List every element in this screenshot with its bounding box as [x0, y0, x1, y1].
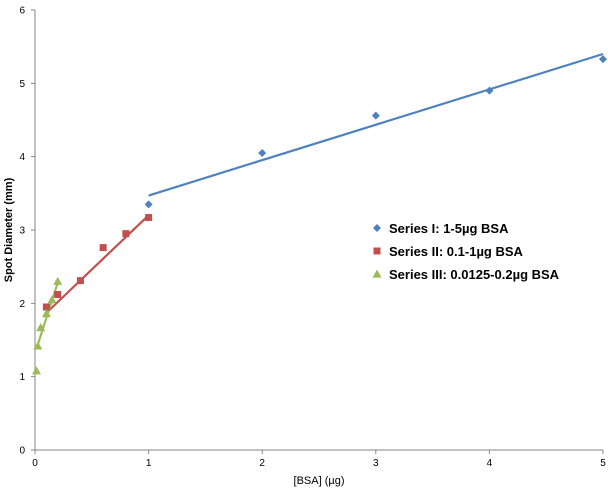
series-3-point: [41, 309, 51, 318]
series-2-point: [122, 230, 130, 238]
series-3-point: [33, 341, 43, 350]
series-1-point: [599, 55, 607, 64]
y-tick-label: 3: [19, 226, 25, 237]
y-tick-label: 2: [19, 299, 25, 310]
series-2-point: [76, 277, 84, 285]
series-2-trendline: [45, 214, 150, 314]
series-1-point: [258, 149, 267, 157]
y-tick-label: 0: [19, 446, 25, 457]
x-tick-label: 2: [259, 458, 265, 469]
y-tick-label: 5: [19, 79, 25, 90]
y-axis-title: Spot Diameter (mm): [3, 177, 15, 282]
series-3-point: [53, 276, 63, 285]
y-tick-label: 6: [19, 6, 25, 17]
x-tick-label: 5: [600, 458, 606, 469]
series-2-point: [42, 303, 50, 311]
x-axis-title: [BSA] (µg): [294, 475, 345, 487]
series-1-point: [371, 111, 380, 120]
legend-marker-series-3: [372, 269, 382, 278]
legend-marker-series-2: [373, 247, 381, 255]
x-tick-label: 0: [32, 458, 38, 469]
series-2-point: [54, 291, 62, 299]
series-3-point: [31, 366, 41, 375]
series-1-point: [144, 200, 153, 209]
y-tick-label: 1: [19, 372, 25, 383]
legend-marker-series-1: [373, 224, 381, 232]
x-tick-label: 3: [373, 458, 379, 469]
series-1-trendline: [148, 52, 604, 197]
series-3-point: [36, 323, 46, 332]
series-2-point: [145, 214, 153, 222]
y-tick-label: 4: [19, 152, 25, 163]
legend-label-series-1: Series I: 1-5µg BSA: [389, 221, 509, 236]
series-3-point: [47, 295, 57, 304]
x-tick-label: 4: [487, 458, 493, 469]
x-tick-label: 1: [146, 458, 152, 469]
legend-label-series-3: Series III: 0.0125-0.2µg BSA: [389, 267, 560, 282]
legend-label-series-2: Series II: 0.1-1µg BSA: [389, 244, 524, 259]
series-2-point: [99, 244, 107, 252]
series-1-point: [485, 86, 494, 95]
